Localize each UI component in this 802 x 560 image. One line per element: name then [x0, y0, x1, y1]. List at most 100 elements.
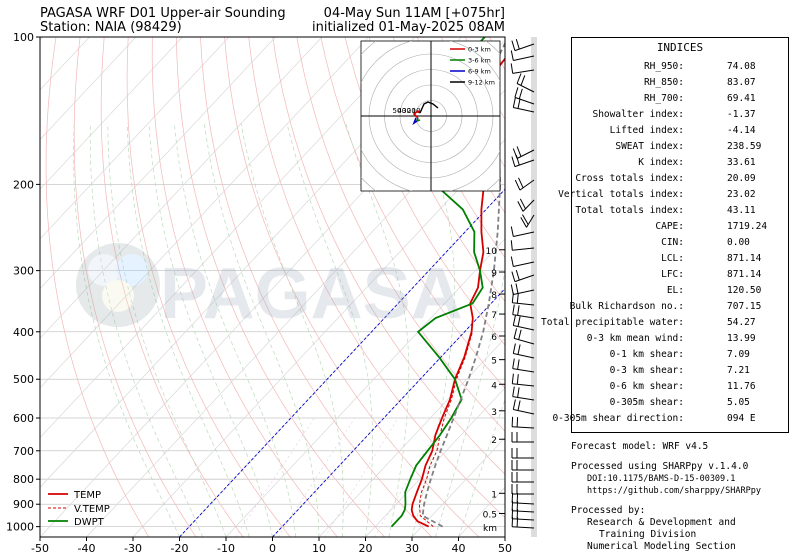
- x-tick-label: 10: [312, 542, 326, 555]
- moist-adiabat-line: [286, 123, 373, 537]
- wind-barb-shaft: [512, 510, 535, 513]
- index-row: Showalter index: -1.37: [572, 109, 788, 123]
- wind-barb-flag: [510, 50, 514, 61]
- hodograph-legend-label: 9-12 km: [468, 79, 495, 87]
- dry-adiabat-line: [272, 37, 505, 475]
- isotherm-line: [411, 437, 505, 537]
- height-tick-label: 2: [491, 436, 497, 446]
- wind-barb-shaft: [512, 426, 535, 429]
- wind-barb-flag: [516, 417, 519, 428]
- wind-barb-flag: [512, 399, 516, 410]
- index-row: 0-3 km shear: 7.21: [572, 365, 788, 379]
- wind-barb-shaft: [514, 96, 535, 105]
- index-value: 23.02: [727, 189, 756, 200]
- wind-barb-flag: [517, 305, 520, 316]
- index-label: 0-6 km shear:: [609, 381, 684, 392]
- index-label: EL:: [666, 285, 684, 296]
- org-line1: Research & Development and: [587, 517, 736, 528]
- wind-barb-flag: [520, 217, 527, 228]
- index-row: LCL: 871.14: [572, 253, 788, 267]
- hodograph-legend-label: 0-3 km: [468, 46, 491, 54]
- x-tick-label: 20: [359, 542, 373, 555]
- index-value: 83.07: [727, 77, 756, 88]
- index-label: Vertical totals index:: [558, 189, 684, 200]
- legend-label-vtemp: V.TEMP: [74, 504, 110, 515]
- index-label: 0-305m shear:: [609, 397, 684, 408]
- wind-barb-shaft: [514, 159, 535, 168]
- y-tick-label: 100: [13, 31, 34, 44]
- moist-adiabat-line: [148, 123, 273, 537]
- wind-barb-flag: [510, 240, 513, 251]
- hodograph-ring-label: 50: [393, 107, 402, 115]
- index-value: 094 E: [727, 413, 756, 424]
- y-tick-label: 1000: [6, 521, 34, 534]
- dry-adiabat-line: [73, 37, 197, 537]
- index-row: 0-305m shear: 5.05: [572, 397, 788, 411]
- height-tick-label: 8: [491, 291, 497, 301]
- index-value: 54.27: [727, 317, 756, 328]
- index-value: 43.11: [727, 205, 756, 216]
- height-tick-label: 0.5: [483, 510, 497, 520]
- wind-barb-flag: [515, 154, 520, 166]
- index-row: Total precipitable water: 54.27: [541, 317, 788, 331]
- wind-barbs: [510, 38, 535, 529]
- x-tick-label: -40: [78, 542, 96, 555]
- index-row: Vertical totals index: 23.02: [558, 189, 788, 203]
- moist-adiabat-line: [240, 123, 344, 537]
- dry-adiabat-line: [320, 37, 505, 389]
- moist-adiabat-line: [203, 123, 320, 537]
- index-value: 7.09: [727, 349, 750, 360]
- processed-using-text: Processed using SHARPpy v.1.4.0: [571, 461, 749, 472]
- wind-barb-flag: [520, 75, 526, 86]
- legend-label-temp: TEMP: [73, 490, 101, 501]
- wind-barb-shaft: [512, 383, 535, 387]
- wind-barb-flag: [514, 87, 519, 98]
- index-value: 1719.24: [727, 221, 768, 232]
- index-value: 707.15: [727, 301, 762, 312]
- indices-panel: INDICES RH_950: 74.08 RH_850: 83.07 RH_700: 6…: [541, 37, 789, 433]
- index-label: Showalter index:: [592, 109, 684, 120]
- dry-adiabat-line: [368, 37, 505, 303]
- dry-adiabat-line: [248, 37, 505, 519]
- height-tick-label: 3: [491, 408, 497, 418]
- index-label: Cross totals index:: [575, 173, 684, 184]
- hodograph-ring-label: 30: [402, 107, 411, 115]
- index-label: Bulk Richardson no.:: [569, 301, 684, 312]
- index-label: RH_850:: [643, 77, 684, 88]
- wind-barb-shaft: [513, 107, 535, 113]
- index-row: 0-1 km shear: 7.09: [572, 349, 788, 363]
- isotherm-line: [40, 37, 323, 339]
- x-tick-label: 0: [269, 542, 276, 555]
- wind-barb-flag: [515, 38, 520, 50]
- wind-barb-shaft: [513, 289, 535, 295]
- dry-adiabat-line: [176, 37, 385, 537]
- wind-barb-flag: [516, 146, 522, 157]
- index-row: RH_850: 83.07: [572, 77, 788, 91]
- height-tick-label: 9: [491, 269, 497, 279]
- index-label: Lifted index:: [609, 125, 684, 136]
- dry-adiabat-line: [200, 37, 433, 537]
- title-right-line1: 04-May Sun 11AM [+075hr]: [324, 6, 505, 21]
- wind-barb-flag: [511, 292, 514, 303]
- index-value: -4.14: [727, 125, 756, 136]
- wind-barb-shaft: [513, 261, 535, 267]
- wind-barb-shaft: [512, 247, 535, 251]
- mixing-ratio-line: [235, 417, 315, 537]
- index-label: 0-1 km shear:: [609, 349, 684, 360]
- wind-barb-flag: [511, 516, 514, 527]
- wind-barb-flag: [514, 179, 521, 191]
- wind-barb-flag: [511, 40, 516, 51]
- height-tick-label: 10: [486, 247, 498, 257]
- index-value: 0.00: [727, 237, 750, 248]
- indices-title: INDICES: [656, 41, 704, 54]
- height-unit-label: km: [483, 524, 497, 534]
- dry-adiabat-line: [151, 37, 338, 537]
- x-tick-label: -20: [171, 542, 189, 555]
- index-value: 5.05: [727, 397, 750, 408]
- wind-barb-shaft: [513, 337, 535, 345]
- pagasa-watermark-logo: PAGASA: [76, 243, 463, 334]
- x-tick-label: -10: [217, 542, 235, 555]
- wind-barb-shaft: [512, 69, 535, 74]
- watermark-text: PAGASA: [160, 254, 463, 334]
- wind-barb-flag: [515, 269, 520, 281]
